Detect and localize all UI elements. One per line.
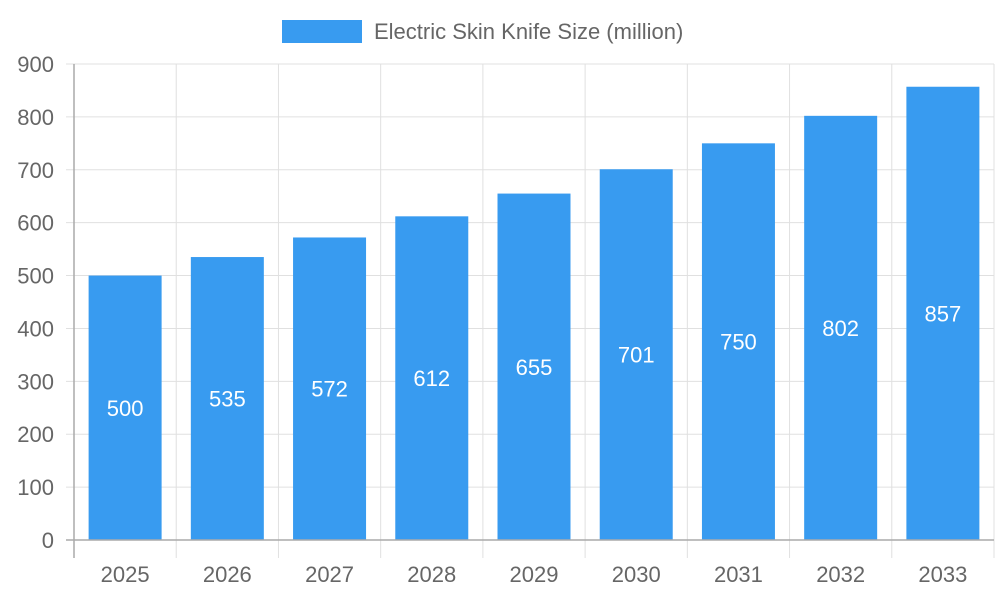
- data-label: 701: [618, 343, 655, 368]
- legend-label: Electric Skin Knife Size (million): [374, 19, 683, 44]
- data-label: 612: [413, 366, 450, 391]
- y-tick-label: 400: [17, 316, 54, 341]
- x-tick-label: 2030: [612, 562, 661, 587]
- bar: [395, 216, 469, 540]
- y-tick-label: 900: [17, 52, 54, 77]
- data-label: 500: [107, 396, 144, 421]
- x-tick-label: 2033: [918, 562, 967, 587]
- legend[interactable]: Electric Skin Knife Size (million): [282, 19, 683, 44]
- data-label: 655: [516, 355, 553, 380]
- bar: [88, 275, 162, 540]
- data-label: 802: [822, 316, 859, 341]
- x-tick-label: 2032: [816, 562, 865, 587]
- data-label: 857: [925, 301, 962, 326]
- x-tick-label: 2031: [714, 562, 763, 587]
- axes: 0 100 200 300 400 500 600 700 800 900 2025 2026 2027…: [17, 52, 994, 587]
- bar: [804, 115, 878, 540]
- y-tick-label: 600: [17, 211, 54, 236]
- data-label: 535: [209, 387, 246, 412]
- bars: 500 535 572 612 655 701 750 802 857: [88, 86, 980, 541]
- bar: [293, 237, 367, 540]
- x-tick-label: 2025: [101, 562, 150, 587]
- y-tick-label: 700: [17, 158, 54, 183]
- bar: [906, 86, 980, 541]
- y-tick-label: 500: [17, 264, 54, 289]
- y-tick-label: 0: [42, 528, 54, 553]
- y-tick-label: 200: [17, 422, 54, 447]
- legend-swatch: [282, 20, 362, 43]
- x-tick-label: 2028: [407, 562, 456, 587]
- y-tick-label: 800: [17, 105, 54, 130]
- bar: [190, 257, 264, 540]
- bar: [497, 193, 571, 541]
- y-tick-label: 100: [17, 475, 54, 500]
- x-tick-label: 2029: [510, 562, 559, 587]
- bar: [701, 143, 775, 541]
- y-tick-label: 300: [17, 369, 54, 394]
- x-tick-label: 2027: [305, 562, 354, 587]
- x-tick-label: 2026: [203, 562, 252, 587]
- data-label: 750: [720, 330, 757, 355]
- bar: [599, 169, 673, 540]
- data-label: 572: [311, 377, 348, 402]
